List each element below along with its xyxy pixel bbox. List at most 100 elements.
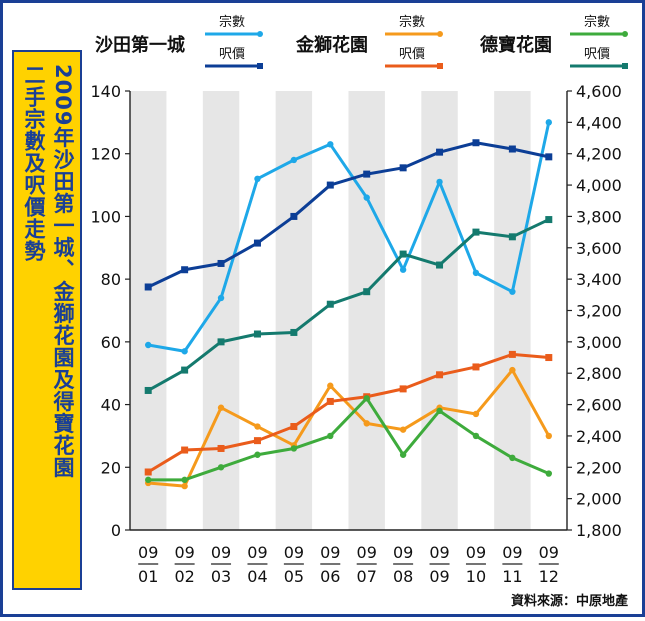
data-point-tak_price [290, 328, 298, 336]
data-point-golden_volume [254, 423, 261, 430]
right-tick-label: 3,600 [576, 239, 622, 258]
data-point-golden_volume [399, 426, 407, 433]
data-point-shatin_price [217, 259, 225, 267]
legend-swatch-marker [622, 31, 628, 37]
legend-swatch-marker [257, 63, 263, 69]
data-point-shatin_volume [545, 119, 552, 126]
legend-estate-name: 金獅花園 [295, 34, 368, 56]
data-point-shatin_price [144, 283, 152, 291]
data-point-shatin_price [545, 153, 553, 161]
data-point-golden_volume [472, 410, 480, 418]
right-tick-label: 4,400 [576, 113, 622, 132]
x-tick-label-top: 09 [466, 543, 486, 562]
x-tick-label-top: 09 [174, 543, 194, 562]
data-point-shatin_volume [363, 194, 370, 201]
x-tick-label-bottom: 01 [138, 567, 158, 586]
data-point-tak_price [363, 288, 371, 296]
x-tick-label-bottom: 08 [393, 567, 413, 586]
data-point-tak_volume [509, 454, 516, 462]
x-tick-label-top: 09 [429, 543, 449, 562]
data-point-golden_volume [217, 404, 225, 411]
right-axis-ticks: 1,800 2,000 2,200 2,400 2,600 2,800 3,000 3,200… [567, 82, 622, 540]
data-point-shatin_volume [145, 341, 152, 349]
series-line-shatin_volume [147, 122, 551, 353]
left-tick-label: 80 [101, 270, 121, 289]
legend-series-label: 宗數 [219, 14, 245, 30]
x-tick-label-bottom: 07 [357, 567, 377, 586]
left-tick-label: 60 [101, 333, 121, 352]
data-point-shatin_price [472, 139, 480, 147]
series-line-golden_volume [148, 368, 551, 488]
legend-swatch-marker [437, 31, 443, 37]
data-point-tak_volume [217, 464, 225, 471]
legend-series-label: 宗數 [584, 14, 610, 30]
right-tick-label: 3,200 [576, 302, 622, 321]
x-tick-label-bottom: 06 [320, 567, 340, 586]
data-point-shatin_price [363, 170, 371, 178]
stripe-2 [202, 91, 240, 530]
data-point-shatin_price [399, 164, 407, 172]
data-point-tak_price [326, 300, 334, 308]
stripe-4 [275, 91, 313, 530]
left-tick-label: 0 [111, 521, 121, 540]
x-tick-label-top: 09 [539, 543, 559, 562]
series-line-tak_price [147, 218, 550, 392]
data-point-golden_price [144, 468, 152, 476]
x-tick-label-bottom: 10 [466, 567, 486, 586]
right-tick-label: 3,800 [576, 207, 622, 226]
right-tick-label: 4,200 [576, 145, 622, 164]
x-tick-label-top: 09 [211, 543, 231, 562]
data-point-shatin_price [508, 145, 516, 153]
data-point-golden_price [217, 444, 225, 452]
data-point-shatin_volume [327, 141, 334, 148]
data-point-golden_price [545, 354, 553, 362]
data-point-tak_price [144, 386, 152, 394]
right-tick-label: 4,600 [576, 82, 622, 101]
data-point-golden_price [326, 397, 334, 405]
legend-series-label: 呎價 [584, 47, 610, 62]
x-tick-label-top: 09 [393, 543, 413, 562]
left-axis-ticks: 0 20 40 60 80 100 120 140 [90, 82, 130, 540]
data-point-shatin_price [253, 239, 261, 247]
left-tick-label: 20 [101, 458, 121, 477]
data-point-golden_volume [509, 366, 516, 374]
data-point-shatin_volume [217, 294, 225, 302]
data-point-tak_volume [399, 451, 407, 458]
x-tick-label-bottom: 04 [247, 567, 267, 586]
series-line-tak_volume [148, 396, 550, 482]
x-tick-label-bottom: 09 [429, 567, 449, 586]
data-point-tak_price [508, 233, 516, 241]
right-tick-label: 2,200 [576, 458, 622, 477]
x-axis-ticks: 09 01 09 02 09 03 09 04 09 05 09 06 09 07 09 08 09 09 09 10… [138, 543, 559, 586]
data-point-tak_price [545, 216, 553, 224]
data-point-golden_price [472, 363, 480, 371]
series-line-shatin_price [147, 141, 550, 289]
legend-swatch-marker [257, 31, 263, 37]
legend-estate-name: 德寶花園 [480, 34, 552, 56]
data-point-golden_price [253, 437, 261, 445]
side-title-line-1: 2009年沙田第一城、金獅花園及得寶花園 [51, 64, 75, 479]
data-point-shatin_volume [254, 175, 261, 182]
legend-swatch-marker [622, 63, 628, 69]
right-tick-label: 2,400 [576, 427, 622, 446]
left-tick-label: 140 [90, 82, 121, 101]
data-point-tak_volume [181, 476, 188, 484]
data-point-tak_price [217, 338, 225, 346]
stripe-0 [130, 91, 167, 530]
x-tick-label-bottom: 03 [211, 567, 231, 586]
data-point-shatin_volume [181, 348, 188, 355]
source-note: 資料來源：中原地產 [511, 593, 628, 609]
x-tick-label-top: 09 [502, 543, 522, 562]
data-point-golden_volume [545, 432, 552, 440]
x-tick-label-bottom: 12 [539, 567, 559, 586]
data-point-tak_volume [472, 432, 480, 440]
x-tick-label-top: 09 [247, 543, 267, 562]
data-point-shatin_price [436, 148, 444, 156]
right-tick-label: 2,600 [576, 396, 622, 415]
right-tick-label: 2,000 [576, 490, 622, 509]
series-line-golden_price [147, 352, 549, 474]
data-point-tak_volume [145, 476, 152, 484]
legend-series-label: 呎價 [399, 47, 425, 62]
